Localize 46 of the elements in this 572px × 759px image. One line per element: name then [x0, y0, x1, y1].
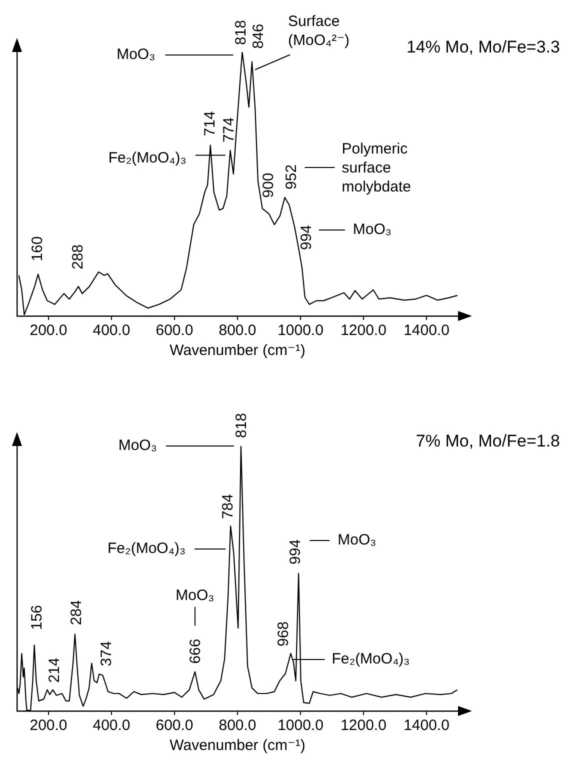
x-tick-label: 400.0	[92, 717, 130, 734]
annotation: 774	[220, 117, 238, 142]
annotation: MoO₃	[338, 532, 376, 549]
annotation: MoO₃	[116, 46, 156, 64]
x-axis-title: Wavenumber (cm⁻¹)	[170, 342, 306, 360]
annotation: 214	[46, 658, 64, 683]
annotation: Fe₂(MoO₄)₃	[108, 149, 186, 166]
annotation: 818	[233, 412, 250, 438]
x-tick-label: 1000.0	[278, 717, 324, 734]
chart-title: 14% Mo, Mo/Fe=3.3	[406, 38, 560, 57]
annotation: 952	[282, 164, 300, 190]
x-tick-label: 800.0	[218, 322, 256, 340]
x-tick-label: 1400.0	[404, 322, 450, 340]
x-axis-title: Wavenumber (cm⁻¹)	[170, 737, 306, 754]
annotation: MoO₃	[176, 586, 214, 604]
x-tick-label: 400.0	[92, 322, 130, 340]
annotation: 288	[70, 244, 87, 270]
annotation: 714	[202, 111, 219, 136]
annotation: 818	[232, 20, 250, 45]
annotation: MoO₃	[352, 221, 392, 238]
x-tick-label: 1200.0	[340, 322, 386, 340]
annotation: Polymeric surface molybdate	[342, 140, 411, 196]
x-tick-label: 800.0	[218, 717, 256, 734]
x-tick-label: 600.0	[156, 322, 194, 340]
annotation: 160	[29, 236, 46, 262]
annotation: 784	[220, 494, 237, 520]
annotation: 968	[274, 621, 292, 646]
x-tick-label: 1400.0	[404, 717, 450, 734]
annotation: 994	[286, 539, 304, 564]
x-tick-label: 200.0	[30, 717, 68, 734]
x-tick-label: 200.0	[30, 322, 68, 340]
annotation: Fe₂(MoO₄)₃	[332, 650, 410, 668]
x-tick-label: 600.0	[156, 717, 194, 734]
annotation: Surface (MoO₄²⁻)	[288, 12, 350, 49]
annotation: MoO₃	[118, 437, 157, 454]
x-tick-label: 1200.0	[340, 717, 386, 734]
annotation: 284	[68, 600, 86, 626]
annotation: 846	[250, 24, 268, 49]
x-tick-label: 1000.0	[278, 322, 324, 340]
chart-title: 7% Mo, Mo/Fe=1.8	[416, 432, 560, 451]
annotation: 374	[98, 641, 115, 666]
annotation: Fe₂(MoO₄)₃	[108, 540, 186, 558]
annotation: 666	[187, 638, 204, 664]
annotation: 156	[28, 604, 46, 630]
annotation: 900	[260, 172, 278, 198]
annotation: 994	[298, 224, 316, 250]
